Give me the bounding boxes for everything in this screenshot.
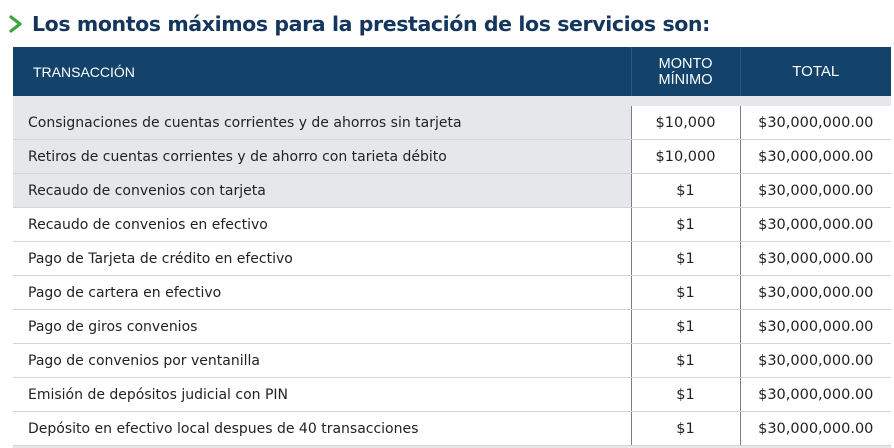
header-transaccion: TRANSACCIÓN	[13, 47, 631, 96]
table-header-row: TRANSACCIÓN MONTO MÍNIMO TOTAL	[13, 47, 891, 96]
cell-monto-minimo: $1	[630, 275, 740, 310]
table-row: Retiros de cuentas corrientes y de ahorr…	[13, 139, 891, 174]
table-row: Pago de Tarjeta de crédito en efectivo $1…	[13, 241, 891, 276]
cell-monto-minimo: $10,000	[630, 139, 740, 174]
header-monto-line2: MÍNIMO	[658, 71, 713, 88]
cell-monto-minimo: $1	[630, 309, 740, 344]
cell-monto-minimo: $1	[630, 377, 740, 412]
table-row: Emisión de depósitos judicial con PIN $1 $…	[13, 377, 891, 412]
cell-total: $30,000,000.00	[739, 343, 891, 378]
cell-total: $30,000,000.00	[739, 377, 891, 412]
table-gap	[13, 96, 891, 106]
cell-total: $30,000,000.00	[739, 275, 891, 310]
table-row: Pago de giros convenios $1 $30,000,000.00	[13, 309, 891, 344]
cell-monto-minimo: $1	[630, 207, 740, 242]
table-row: Pago de convenios por ventanilla $1 $30,00…	[13, 343, 891, 378]
chevron-right-icon	[9, 15, 22, 33]
cell-total: $30,000,000.00	[739, 309, 891, 344]
header-total: TOTAL	[739, 47, 891, 96]
table-row: Pago de cartera en efectivo $1 $30,000,000…	[13, 275, 891, 310]
cell-monto-minimo: $1	[630, 241, 740, 276]
cell-transaccion: Depósito en efectivo local despues de 40…	[13, 411, 631, 446]
cell-total: $30,000,000.00	[739, 241, 891, 276]
table-row: Consignaciones de cuentas corrientes y d…	[13, 106, 891, 140]
table-row: Recaudo de convenios en efectivo $1 $30,00…	[13, 207, 891, 242]
cell-transaccion: Pago de giros convenios	[13, 309, 631, 344]
cell-transaccion: Consignaciones de cuentas corrientes y d…	[13, 106, 631, 140]
amounts-table: TRANSACCIÓN MONTO MÍNIMO TOTAL Consignac…	[13, 47, 891, 446]
heading-text: Los montos máximos para la prestación de…	[32, 12, 710, 36]
cell-transaccion: Emisión de depósitos judicial con PIN	[13, 377, 631, 412]
table-row: Recaudo de convenios con tarjeta $1 $30,00…	[13, 173, 891, 208]
cell-transaccion: Pago de convenios por ventanilla	[13, 343, 631, 378]
section-heading: Los montos máximos para la prestación de…	[8, 9, 710, 39]
cell-transaccion: Pago de cartera en efectivo	[13, 275, 631, 310]
cell-monto-minimo: $1	[630, 343, 740, 378]
cell-transaccion: Recaudo de convenios en efectivo	[13, 207, 631, 242]
cell-total: $30,000,000.00	[739, 139, 891, 174]
cell-total: $30,000,000.00	[739, 173, 891, 208]
cell-monto-minimo: $1	[630, 411, 740, 446]
cell-total: $30,000,000.00	[739, 411, 891, 446]
header-monto-minimo: MONTO MÍNIMO	[630, 47, 740, 96]
table-row: Depósito en efectivo local despues de 40…	[13, 411, 891, 446]
cell-transaccion: Retiros de cuentas corrientes y de ahorr…	[13, 139, 631, 174]
cell-transaccion: Pago de Tarjeta de crédito en efectivo	[13, 241, 631, 276]
amounts-table-panel: TRANSACCIÓN MONTO MÍNIMO TOTAL Consignac…	[13, 47, 891, 448]
cell-total: $30,000,000.00	[739, 106, 891, 140]
table-body: Consignaciones de cuentas corrientes y d…	[13, 96, 891, 446]
cell-total: $30,000,000.00	[739, 207, 891, 242]
cell-transaccion: Recaudo de convenios con tarjeta	[13, 173, 631, 208]
header-monto-line1: MONTO	[658, 55, 713, 72]
cell-monto-minimo: $10,000	[630, 106, 740, 140]
cell-monto-minimo: $1	[630, 173, 740, 208]
